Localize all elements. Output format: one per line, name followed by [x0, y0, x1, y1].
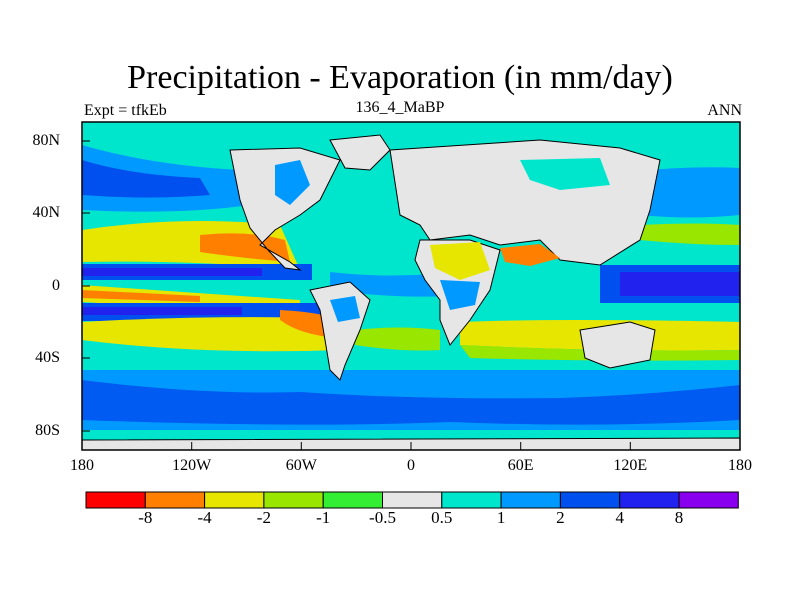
- colorbar-swatch: [263, 491, 324, 509]
- arabia-dry: [500, 244, 560, 266]
- colorbar-swatch: [322, 491, 384, 509]
- colorbar-tick-label: -4: [197, 508, 212, 527]
- north-america-wet: [275, 160, 310, 205]
- colorbar-tick-label: 4: [615, 508, 624, 527]
- colorbar-swatch: [619, 491, 680, 509]
- south-atlantic-dry: [355, 327, 440, 351]
- chart-title: Precipitation - Evaporation (in mm/day): [127, 59, 673, 96]
- colorbar: [85, 491, 739, 509]
- north-pacific-core: [82, 160, 210, 198]
- southern-ocean-patch: [82, 380, 740, 425]
- lon-tick-label: 180: [728, 457, 752, 474]
- colorbar-swatch: [441, 491, 502, 509]
- colorbar-tick-label: -1: [316, 508, 331, 527]
- colorbar-swatch: [500, 491, 561, 509]
- lon-tick-label: 120W: [172, 457, 212, 474]
- greenland: [329, 134, 391, 171]
- amazon-wet: [330, 296, 360, 322]
- lat-tick-label: 80N: [32, 132, 60, 149]
- itcz-pacific-core: [82, 268, 262, 276]
- lat-tick-label: 0: [52, 277, 60, 294]
- colorbar-tick-label: -2: [256, 508, 271, 527]
- axis-ticks: [82, 140, 631, 450]
- lon-tick-label: 120E: [613, 457, 648, 474]
- colorbar-swatch: [559, 491, 621, 509]
- south-pacific-core: [82, 307, 242, 315]
- colorbar-tick-label: -0.5: [369, 508, 396, 527]
- lon-tick-label: 60E: [507, 457, 534, 474]
- colorbar-tick-label: 1: [496, 508, 506, 527]
- colorbar-swatch: [382, 491, 443, 509]
- colorbar-tick-label: 2: [556, 508, 565, 527]
- lon-tick-label: 60W: [285, 457, 317, 474]
- colorbar-swatch: [678, 491, 739, 509]
- lon-tick-label: 0: [407, 457, 415, 474]
- experiment-label: Expt = tfkEb: [84, 102, 167, 119]
- equatorial-dry-core: [82, 290, 200, 302]
- south-pacific-dry: [82, 317, 340, 352]
- map-field: [82, 122, 740, 450]
- north-pacific-dry-west: [640, 223, 740, 245]
- north-pacific-dry-core: [200, 233, 290, 262]
- lon-tick-label: 180: [70, 457, 94, 474]
- siberia-wet: [520, 158, 610, 190]
- colorbar-tick-label: 0.5: [431, 508, 453, 527]
- lat-tick-label: 40S: [35, 349, 60, 366]
- lat-tick-label: 80S: [35, 422, 60, 439]
- season-label: ANN: [707, 102, 742, 119]
- central-africa-wet: [440, 280, 480, 310]
- lat-tick-label: 40N: [32, 204, 60, 221]
- colorbar-swatch: [85, 491, 146, 509]
- itcz-west-pacific-core: [620, 272, 740, 296]
- colorbar-tick-label: 8: [674, 508, 684, 527]
- colorbar-swatch: [144, 491, 206, 509]
- north-africa-dry: [430, 242, 490, 280]
- colorbar-swatch: [204, 491, 265, 509]
- north-america: [229, 147, 341, 271]
- australia: [579, 321, 656, 369]
- colorbar-tick-label: -8: [138, 508, 153, 527]
- age-label: 136_4_MaBP: [355, 99, 445, 116]
